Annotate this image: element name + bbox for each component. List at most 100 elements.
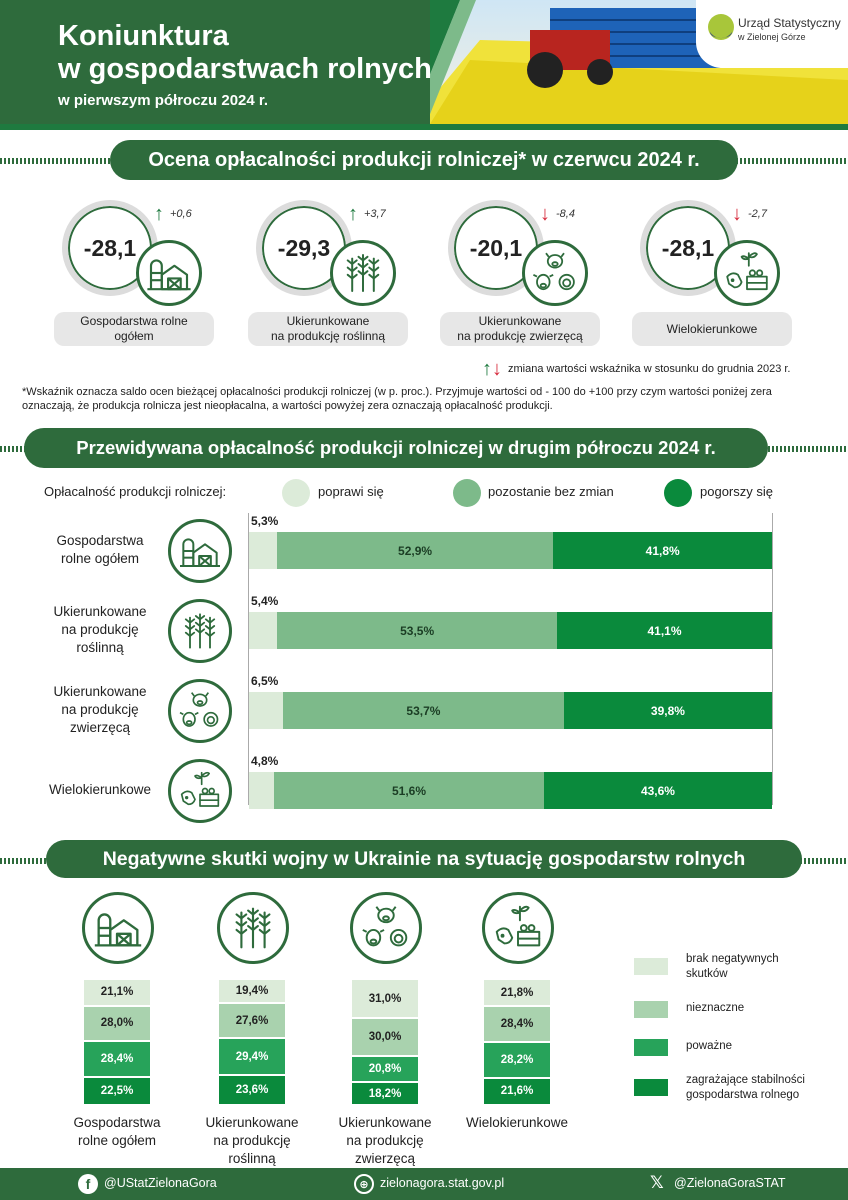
row-icon-circle — [168, 519, 232, 583]
farm-barn-icon — [89, 899, 147, 957]
stacked-bar: 51,6% 43,6% — [249, 772, 772, 809]
stacked-column: 31,0% 30,0% 20,8% 18,2% — [352, 980, 418, 1106]
delta-value: -2,7 — [748, 208, 767, 220]
column-label-line: Ukierunkowane — [205, 1115, 299, 1130]
section1-title: Ocena opłacalności produkcji rolniczej* … — [110, 140, 738, 180]
arrow-up-icon: ↑ — [348, 203, 358, 225]
legend-swatch-unchanged — [453, 479, 481, 507]
facebook-icon[interactable]: f — [78, 1174, 98, 1194]
bar-segment-1: 53,5% — [277, 612, 558, 649]
column-segment-0: 21,1% — [84, 980, 150, 1005]
globe-icon[interactable]: ⊕ — [354, 1174, 374, 1194]
legend-label: brak negatywnych skutków — [686, 952, 836, 982]
livestock-icon — [175, 686, 225, 736]
bar-segment-0 — [249, 772, 275, 809]
legend-label-worsen: pogorszy się — [700, 484, 773, 499]
category-label-line1: Wielokierunkowe — [666, 321, 758, 336]
row-icon-circle — [168, 679, 232, 743]
legend-swatch — [634, 958, 668, 975]
legend-label: poważne — [686, 1039, 836, 1054]
mixed-farming-icon — [489, 899, 547, 957]
column-segment-3: 22,5% — [84, 1077, 150, 1104]
delta-value: -8,4 — [556, 208, 575, 220]
row-label: Gospodarstwa rolne ogółem — [30, 532, 170, 568]
arrow-down-icon: ↓ — [540, 203, 550, 225]
column-segment-0: 31,0% — [352, 980, 418, 1018]
column-segment-1: 27,6% — [219, 1004, 285, 1038]
mixed-farming-icon — [720, 246, 774, 300]
header-banner: Koniunktura w gospodarstwach rolnych w p… — [0, 0, 848, 124]
category-label: Wielokierunkowe — [632, 312, 792, 346]
category-label-line1: Gospodarstwa rolne — [80, 314, 188, 328]
row-label-line: Ukierunkowane — [53, 604, 147, 619]
column-segment-1: 28,0% — [84, 1006, 150, 1040]
category-label: Ukierunkowane na produkcję roślinną — [248, 312, 408, 346]
legend-label-line: skutków — [686, 968, 728, 980]
column-segment-0: 19,4% — [219, 980, 285, 1003]
column-segment-3: 21,6% — [484, 1078, 550, 1104]
footer-facebook[interactable]: @UStatZielonaGora — [104, 1176, 217, 1190]
row-label-line: na produkcję — [61, 702, 139, 717]
legend-label: zagrażające stabilności gospodarstwa roln… — [686, 1073, 836, 1103]
legend-label-line: brak negatywnych — [686, 953, 779, 965]
livestock-icon — [528, 246, 582, 300]
column-segment-2: 28,2% — [484, 1043, 550, 1077]
row-label-line: Wielokierunkowe — [48, 782, 152, 797]
category-label-line2: ogółem — [114, 329, 154, 343]
category-icon-circle — [522, 240, 588, 306]
footer-x[interactable]: @ZielonaGoraSTAT — [674, 1176, 786, 1190]
column-label-line: zwierzęcą — [354, 1151, 416, 1166]
category-label-line2: na produkcję roślinną — [270, 329, 386, 343]
x-twitter-icon[interactable]: 𝕏 — [650, 1173, 664, 1192]
bar-segment-2: 41,8% — [553, 532, 772, 569]
axis-right — [772, 513, 773, 805]
legend-swatch — [634, 1001, 668, 1018]
column-segment-2: 28,4% — [84, 1041, 150, 1076]
category-label: Gospodarstwa rolne ogółem — [54, 312, 214, 346]
column-label-line: rolne ogółem — [77, 1133, 157, 1148]
stacked-bar: 53,7% 39,8% — [249, 692, 772, 729]
column-label-line: Wielokierunkowe — [465, 1115, 569, 1130]
change-legend-note: zmiana wartości wskaźnika w stosunku do … — [508, 363, 791, 375]
change-arrows-icon: ↑ ↓ — [482, 358, 502, 380]
column-segment-1: 28,4% — [484, 1007, 550, 1042]
delta-value: +0,6 — [170, 208, 192, 220]
row-icon-circle — [168, 599, 232, 663]
column-label-line: na produkcję — [213, 1133, 291, 1148]
wheat-icon — [224, 899, 282, 957]
farm-barn-icon — [142, 246, 196, 300]
farm-barn-icon — [175, 526, 225, 576]
column-segment-0: 21,8% — [484, 980, 550, 1006]
footnote: *Wskaźnik oznacza saldo ocen bieżącej op… — [22, 386, 772, 412]
page-title-line2: w gospodarstwach rolnych — [58, 53, 432, 85]
category-label-line1: Ukierunkowane — [286, 314, 370, 328]
category-icon-circle — [136, 240, 202, 306]
legend-label-line: zagrażające stabilności — [686, 1074, 805, 1086]
legend-label-improve: poprawi się — [318, 484, 384, 499]
legend-swatch — [634, 1079, 668, 1096]
legend-swatch-worsen — [664, 479, 692, 507]
statistics-office-logo-icon — [708, 14, 734, 40]
bar-segment-1: 53,7% — [282, 692, 564, 729]
category-label-line1: Ukierunkowane — [478, 314, 562, 328]
footer-website[interactable]: zielonagora.stat.gov.pl — [380, 1176, 505, 1190]
column-segment-3: 18,2% — [352, 1083, 418, 1104]
category-icon-circle — [714, 240, 780, 306]
bar-segment-0 — [249, 692, 283, 729]
bar-small-value-label: 4,8% — [251, 754, 279, 768]
row-label-line: zwierzęcą — [69, 720, 131, 735]
column-icon-circle — [82, 892, 154, 964]
column-segment-2: 29,4% — [219, 1039, 285, 1075]
bar-segment-0 — [249, 612, 278, 649]
bar-segment-2: 43,6% — [543, 772, 772, 809]
legend-label-line: gospodarstwa rolnego — [686, 1089, 800, 1101]
header-stripe — [0, 124, 848, 130]
column-label: Gospodarstwa rolne ogółem — [42, 1114, 192, 1150]
column-segment-1: 30,0% — [352, 1019, 418, 1055]
legend-swatch — [634, 1039, 668, 1056]
category-icon-circle — [330, 240, 396, 306]
column-segment-3: 23,6% — [219, 1076, 285, 1104]
column-icon-circle — [350, 892, 422, 964]
bar-segment-1: 52,9% — [276, 532, 554, 569]
page-title-line1: Koniunktura — [58, 20, 229, 52]
